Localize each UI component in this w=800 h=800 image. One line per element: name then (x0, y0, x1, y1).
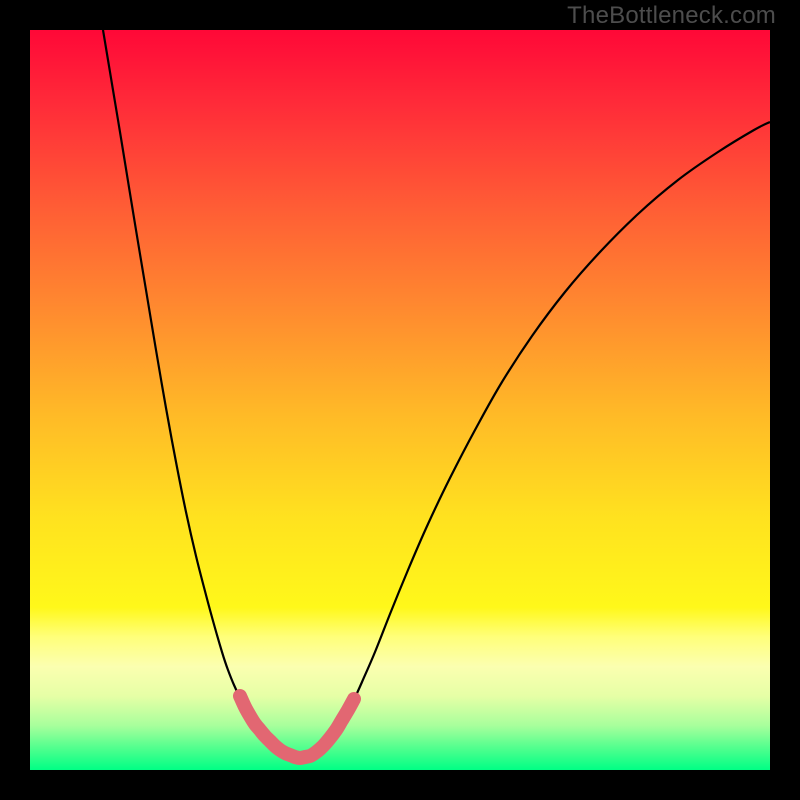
watermark-text: TheBottleneck.com (567, 2, 776, 30)
gradient-bg (30, 30, 770, 770)
chart-frame: TheBottleneck.com (0, 0, 800, 800)
plot-area: TheBottleneck.com (30, 30, 770, 770)
chart-svg (30, 30, 770, 770)
